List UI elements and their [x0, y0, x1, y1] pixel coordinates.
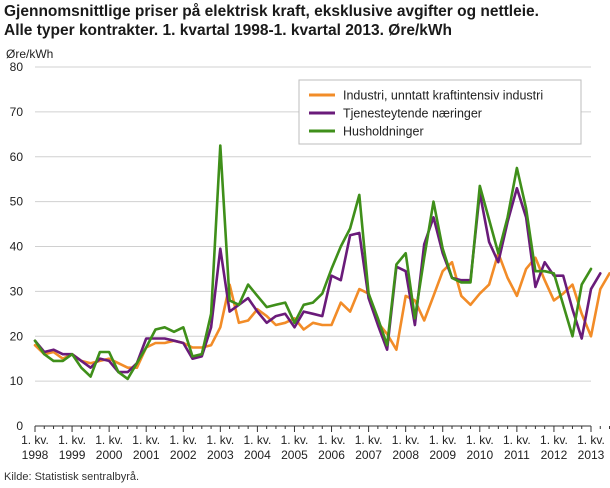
x-tick-label-quarter: 1. kv.	[95, 433, 123, 447]
x-tick-label-quarter: 1. kv.	[577, 433, 605, 447]
x-tick-label-quarter: 1. kv.	[392, 433, 420, 447]
x-tick-label-quarter: 1. kv.	[244, 433, 272, 447]
x-tick-label-quarter: 1. kv.	[429, 433, 457, 447]
y-tick-label: 30	[10, 284, 24, 298]
legend: Industri, unntatt kraftintensiv industri…	[298, 79, 582, 145]
x-tick-label-year: 2007	[355, 448, 382, 462]
x-tick-label-quarter: 1. kv.	[132, 433, 160, 447]
chart-title-line-1: Gjennomsnittlige priser på elektrisk kra…	[4, 3, 539, 20]
x-tick-label-year: 2004	[244, 448, 271, 462]
x-tick-label-year: 2013	[578, 448, 605, 462]
y-tick-label: 20	[10, 329, 24, 343]
x-tick-label-quarter: 1. kv.	[503, 433, 531, 447]
x-tick-label-year: 2008	[392, 448, 419, 462]
x-tick-label-quarter: 1. kv.	[206, 433, 234, 447]
x-tick-label-year: 2009	[429, 448, 456, 462]
x-tick-label-quarter: 1. kv.	[318, 433, 346, 447]
source-note: Kilde: Statistisk sentralbyrå.	[4, 471, 140, 483]
x-tick-label-year: 2002	[170, 448, 197, 462]
y-tick-label: 50	[10, 195, 24, 209]
grid-layer	[35, 66, 591, 382]
y-tick-label: 40	[10, 240, 24, 254]
x-tick-label-year: 2003	[207, 448, 234, 462]
chart-title-line-2: Alle typer kontrakter. 1. kvartal 1998-1…	[4, 22, 453, 39]
x-tick-label-quarter: 1. kv.	[540, 433, 568, 447]
legend-label-tjeneste: Tjenesteytende næringer	[343, 107, 482, 121]
y-tick-label: 70	[10, 105, 24, 119]
legend-label-hushold: Husholdninger	[343, 125, 424, 139]
series-line-tjeneste	[33, 186, 602, 374]
x-tick-label-year: 2011	[504, 448, 530, 462]
x-tick-label-year: 2001	[133, 448, 160, 462]
y-tick-label: 80	[10, 60, 24, 74]
x-tick-label-quarter: 1. kv.	[58, 433, 86, 447]
x-tick-label-quarter: 1. kv.	[169, 433, 197, 447]
x-tick-label-year: 2010	[466, 448, 493, 462]
x-tick-label-year: 2006	[318, 448, 345, 462]
series-layer	[33, 144, 610, 381]
legend-label-industri: Industri, unntatt kraftintensiv industri	[343, 89, 543, 103]
x-tick-label-quarter: 1. kv.	[21, 433, 49, 447]
x-tick-label-year: 2005	[281, 448, 308, 462]
y-tick-label: 60	[10, 150, 24, 164]
series-line-industri	[33, 251, 610, 370]
y-axis-unit-label: Øre/kWh	[6, 47, 54, 61]
chart-title: Gjennomsnittlige priser på elektrisk kra…	[4, 2, 604, 40]
y-tick-label: 10	[10, 374, 24, 388]
series-line-hushold	[33, 144, 593, 381]
x-tick-label-year: 1999	[59, 448, 86, 462]
legend-box	[298, 79, 582, 145]
x-tick-label-quarter: 1. kv.	[355, 433, 383, 447]
x-tick-label-quarter: 1. kv.	[281, 433, 309, 447]
x-tick-label-quarter: 1. kv.	[466, 433, 494, 447]
y-tick-label: 0	[16, 419, 23, 433]
x-tick-label-year: 1998	[22, 448, 49, 462]
x-tick-label-year: 2012	[541, 448, 568, 462]
x-tick-label-year: 2000	[96, 448, 123, 462]
